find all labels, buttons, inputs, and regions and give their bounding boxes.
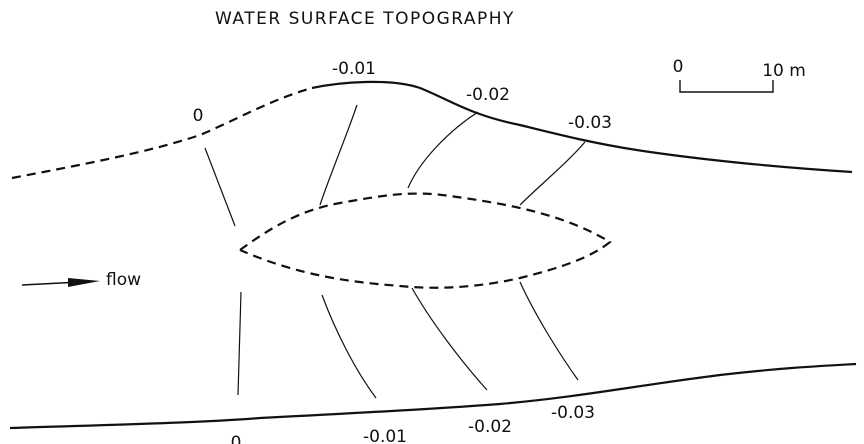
island-outline (239, 192, 612, 289)
contour-label: 0 (231, 433, 242, 444)
upper-bank-dashed (11, 86, 313, 180)
contour-label: 0 (193, 106, 204, 126)
contour-line (519, 141, 586, 206)
contour-line (204, 147, 236, 227)
contour-label: -0.03 (551, 403, 595, 423)
contour-label: -0.02 (468, 417, 512, 437)
contour-line (321, 294, 377, 399)
upper-bank (311, 80, 853, 174)
contour-line (319, 104, 358, 206)
contour-label: -0.01 (332, 59, 376, 79)
contour-line (519, 281, 579, 381)
scale-bar (679, 80, 774, 93)
contour-label: -0.03 (568, 113, 612, 133)
contour-label: -0.01 (363, 427, 407, 444)
flow-label: flow (106, 270, 141, 290)
contour-line (237, 291, 242, 396)
flow-arrow-head (68, 278, 100, 287)
lower-bank (9, 362, 857, 430)
scale-end: 10 m (762, 61, 806, 81)
title: WATER SURFACE TOPOGRAPHY (215, 9, 515, 29)
scale-start: 0 (673, 57, 684, 77)
contour-line (411, 287, 488, 391)
contour-line (407, 111, 479, 189)
contour-label: -0.02 (466, 85, 510, 105)
